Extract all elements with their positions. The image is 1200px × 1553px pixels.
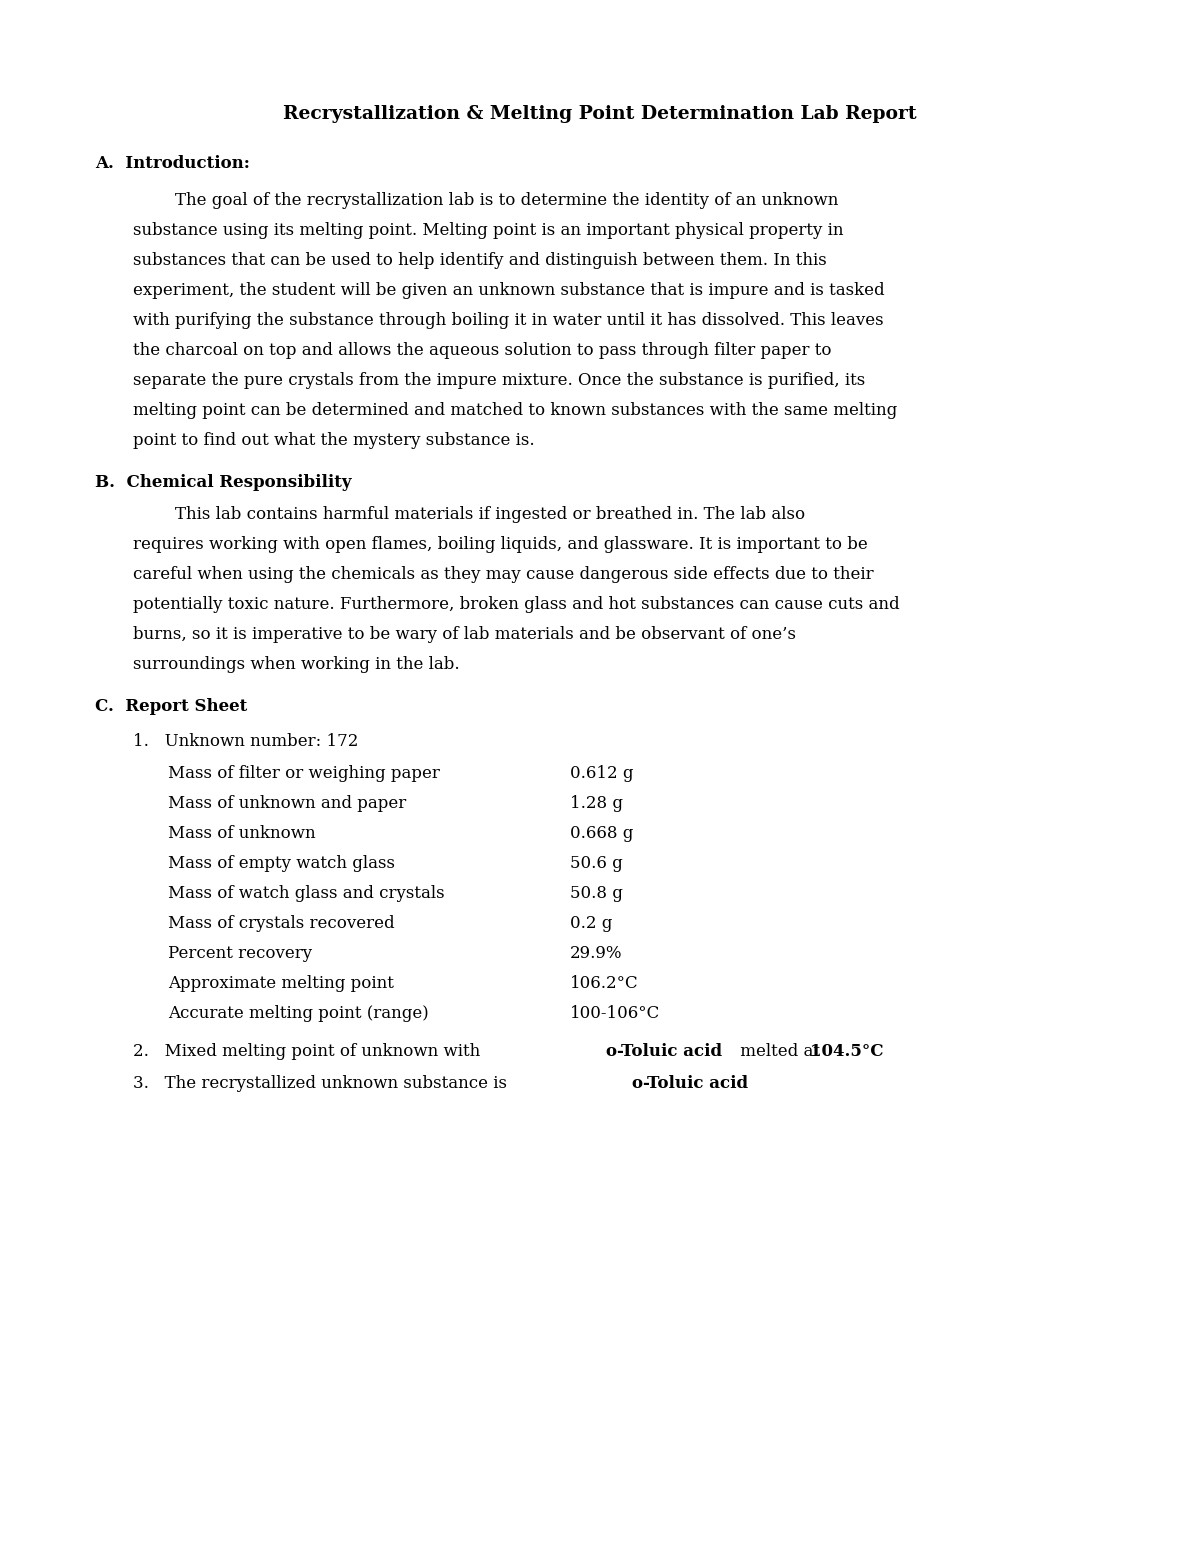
Text: point to find out what the mystery substance is.: point to find out what the mystery subst…: [133, 432, 535, 449]
Text: 50.8 g: 50.8 g: [570, 885, 623, 902]
Text: o-Toluic acid: o-Toluic acid: [632, 1075, 749, 1092]
Text: substances that can be used to help identify and distinguish between them. In th: substances that can be used to help iden…: [133, 252, 827, 269]
Text: Mass of watch glass and crystals: Mass of watch glass and crystals: [168, 885, 445, 902]
Text: 104.5°C: 104.5°C: [810, 1044, 883, 1061]
Text: 100-106°C: 100-106°C: [570, 1005, 660, 1022]
Text: C.  Report Sheet: C. Report Sheet: [95, 697, 247, 714]
Text: Mass of unknown and paper: Mass of unknown and paper: [168, 795, 407, 812]
Text: Percent recovery: Percent recovery: [168, 944, 312, 961]
Text: B.  Chemical Responsibility: B. Chemical Responsibility: [95, 474, 352, 491]
Text: experiment, the student will be given an unknown substance that is impure and is: experiment, the student will be given an…: [133, 283, 884, 300]
Text: 2.   Mixed melting point of unknown with: 2. Mixed melting point of unknown with: [133, 1044, 486, 1061]
Text: 0.668 g: 0.668 g: [570, 825, 634, 842]
Text: the charcoal on top and allows the aqueous solution to pass through filter paper: the charcoal on top and allows the aqueo…: [133, 342, 832, 359]
Text: 3.   The recrystallized unknown substance is: 3. The recrystallized unknown substance …: [133, 1075, 512, 1092]
Text: This lab contains harmful materials if ingested or breathed in. The lab also: This lab contains harmful materials if i…: [133, 506, 805, 523]
Text: substance using its melting point. Melting point is an important physical proper: substance using its melting point. Melti…: [133, 222, 844, 239]
Text: The goal of the recrystallization lab is to determine the identity of an unknown: The goal of the recrystallization lab is…: [133, 193, 839, 210]
Text: careful when using the chemicals as they may cause dangerous side effects due to: careful when using the chemicals as they…: [133, 565, 874, 582]
Text: requires working with open flames, boiling liquids, and glassware. It is importa: requires working with open flames, boili…: [133, 536, 868, 553]
Text: Mass of empty watch glass: Mass of empty watch glass: [168, 856, 395, 871]
Text: 50.6 g: 50.6 g: [570, 856, 623, 871]
Text: Mass of filter or weighing paper: Mass of filter or weighing paper: [168, 766, 440, 783]
Text: melted at: melted at: [736, 1044, 826, 1061]
Text: 106.2°C: 106.2°C: [570, 975, 638, 992]
Text: Recrystallization & Melting Point Determination Lab Report: Recrystallization & Melting Point Determ…: [283, 106, 917, 123]
Text: surroundings when working in the lab.: surroundings when working in the lab.: [133, 655, 460, 672]
Text: 1.   Unknown number: 172: 1. Unknown number: 172: [133, 733, 359, 750]
Text: Accurate melting point (range): Accurate melting point (range): [168, 1005, 428, 1022]
Text: separate the pure crystals from the impure mixture. Once the substance is purifi: separate the pure crystals from the impu…: [133, 373, 865, 388]
Text: 29.9%: 29.9%: [570, 944, 623, 961]
Text: potentially toxic nature. Furthermore, broken glass and hot substances can cause: potentially toxic nature. Furthermore, b…: [133, 596, 900, 613]
Text: 0.612 g: 0.612 g: [570, 766, 634, 783]
Text: 1.28 g: 1.28 g: [570, 795, 623, 812]
Text: with purifying the substance through boiling it in water until it has dissolved.: with purifying the substance through boi…: [133, 312, 883, 329]
Text: burns, so it is imperative to be wary of lab materials and be observant of one’s: burns, so it is imperative to be wary of…: [133, 626, 796, 643]
Text: A.  Introduction:: A. Introduction:: [95, 155, 250, 172]
Text: Mass of unknown: Mass of unknown: [168, 825, 316, 842]
Text: Approximate melting point: Approximate melting point: [168, 975, 394, 992]
Text: 0.2 g: 0.2 g: [570, 915, 612, 932]
Text: Mass of crystals recovered: Mass of crystals recovered: [168, 915, 395, 932]
Text: melting point can be determined and matched to known substances with the same me: melting point can be determined and matc…: [133, 402, 898, 419]
Text: o-Toluic acid: o-Toluic acid: [606, 1044, 721, 1061]
